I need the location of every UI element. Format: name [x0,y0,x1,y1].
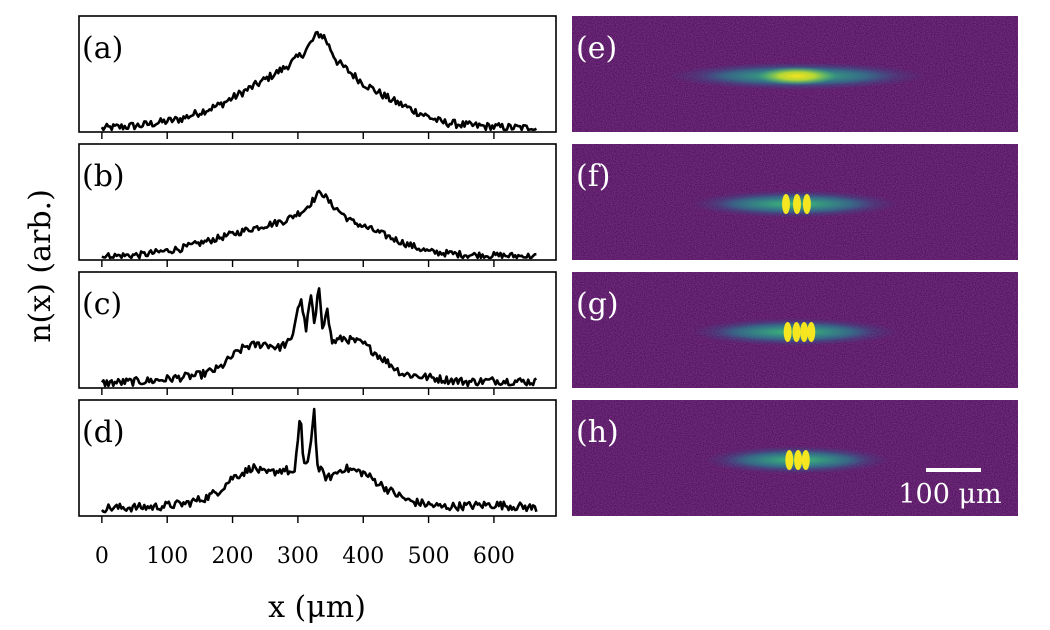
x-tick-label-200: 200 [212,544,254,569]
soliton-peak [782,194,790,214]
soliton-peak [807,322,816,342]
panel-b: (b) [78,143,557,261]
image-panel-g: (g) [572,272,1018,388]
soliton-peak [801,450,810,470]
x-ticks [101,132,495,523]
panel-c: (c) [78,271,557,389]
absorption-images: (e) (f) (g) (h) [572,16,1018,516]
panel-b-frame [78,143,557,261]
density-curve-c [100,287,538,388]
image-panel-e: (e) [572,16,1018,132]
y-axis-label: n(x) (arb.) [23,189,58,343]
image-label-g: (g) [576,287,619,322]
scale-bar-label: 100 μm [898,479,1001,510]
x-tick-label-500: 500 [408,544,450,569]
density-curve-a [100,30,538,132]
image-label-e: (e) [576,31,617,66]
x-tick-label-100: 100 [146,544,188,569]
image-panel-h: (h) [572,400,1018,516]
panel-label-a: (a) [82,31,123,66]
panel-label-b: (b) [82,159,125,194]
x-tick-label-0: 0 [95,544,109,569]
panel-d: (d) [78,399,557,517]
soliton-peak [800,322,809,342]
panel-label-d: (d) [82,415,125,450]
image-panel-f: (f) [572,144,1018,260]
x-tick-labels: 0 100 200 300 400 500 600 [95,544,515,569]
x-tick-label-300: 300 [277,544,319,569]
x-tick-label-600: 600 [473,544,515,569]
soliton-peak [792,322,801,342]
x-tick-label-400: 400 [342,544,384,569]
soliton-peak [793,194,801,214]
cloud-core [757,67,837,85]
soliton-peak [794,450,803,470]
panel-label-c: (c) [82,287,122,322]
panel-c-frame [78,271,557,389]
soliton-peak [802,194,811,214]
panel-a-frame [78,15,557,133]
density-curve-b [101,189,537,260]
panel-a: (a) [78,15,557,133]
soliton-peak [785,450,794,470]
panel-d-frame [78,399,557,517]
density-curve-d [100,407,538,514]
soliton-peak [783,322,792,342]
image-label-h: (h) [576,415,619,450]
image-label-f: (f) [576,159,611,194]
x-axis-label: x (μm) [268,590,366,625]
